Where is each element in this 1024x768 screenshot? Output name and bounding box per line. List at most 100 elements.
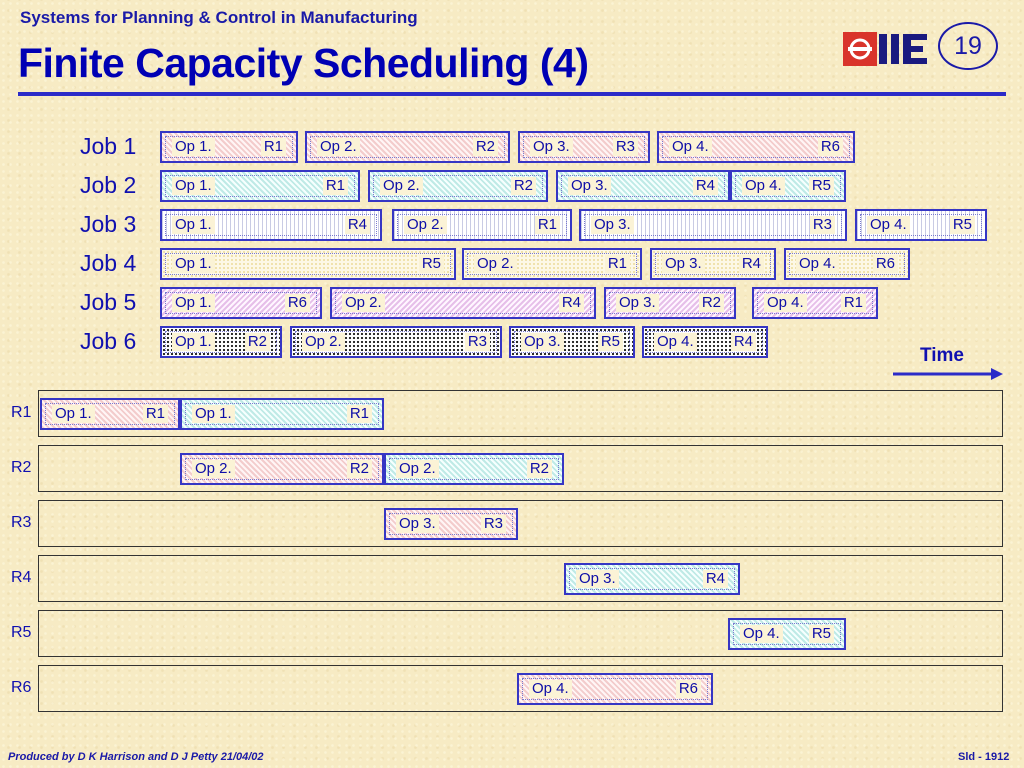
footer-slide-id: Sld - 1912 (958, 751, 1010, 763)
op-label: Op 3. (662, 255, 705, 273)
op-inner-frame (165, 253, 451, 275)
op-inner-frame (522, 678, 708, 700)
op-resource-label: R1 (322, 177, 348, 195)
op-label: Op 1. (52, 405, 95, 423)
op-inner-frame (165, 214, 377, 236)
op-label: Op 2. (396, 460, 439, 478)
job-op-box: Op 3. R2 (604, 287, 736, 319)
job-op-box: Op 1. R6 (160, 287, 322, 319)
op-resource-label: R1 (260, 138, 286, 156)
op-label: Op 1. (172, 138, 215, 156)
op-label: Op 3. (591, 216, 634, 234)
op-inner-frame (647, 331, 763, 353)
op-resource-label: R1 (346, 405, 372, 423)
op-label: Op 1. (172, 333, 215, 351)
op-label: Op 4. (669, 138, 712, 156)
op-resource-label: R3 (612, 138, 638, 156)
op-inner-frame (757, 292, 873, 314)
op-label: Op 4. (796, 255, 839, 273)
op-resource-label: R4 (692, 177, 718, 195)
op-inner-frame (295, 331, 497, 353)
job-op-box: Op 2. R3 (290, 326, 502, 358)
op-inner-frame (185, 458, 379, 480)
op-label: Op 2. (342, 294, 385, 312)
op-resource-label: R3 (464, 333, 490, 351)
job-op-box: Op 4. R6 (784, 248, 910, 280)
resource-op-bar: Op 2. R2 (384, 453, 564, 485)
job-op-box: Op 4. R1 (752, 287, 878, 319)
job-op-box: Op 1. R5 (160, 248, 456, 280)
job-op-box: Op 4. R5 (855, 209, 987, 241)
resource-timeline (38, 610, 1003, 657)
time-label: Time (920, 345, 965, 366)
op-label: Op 2. (192, 460, 235, 478)
op-resource-label: R1 (142, 405, 168, 423)
op-resource-label: R4 (558, 294, 584, 312)
op-resource-label: R5 (597, 333, 623, 351)
op-resource-label: R6 (675, 680, 701, 698)
op-inner-frame (310, 136, 505, 158)
op-inner-frame (165, 136, 293, 158)
op-resource-label: R4 (344, 216, 370, 234)
iie-logo-icon (843, 32, 927, 66)
title-rule (18, 92, 1006, 96)
resource-timeline (38, 555, 1003, 602)
op-inner-frame (523, 136, 645, 158)
op-inner-frame (655, 253, 771, 275)
op-resource-label: R2 (244, 333, 270, 351)
job-op-box: Op 4. R5 (730, 170, 846, 202)
resource-op-bar: Op 4. R5 (728, 618, 846, 650)
time-arrow-icon (893, 368, 1003, 380)
resource-label: R5 (11, 624, 32, 641)
job-label: Job 3 (80, 211, 137, 237)
op-inner-frame (569, 568, 735, 590)
op-resource-label: R5 (808, 625, 834, 643)
header-subtitle: Systems for Planning & Control in Manufa… (20, 8, 418, 27)
slide-number: 19 (938, 22, 998, 70)
op-inner-frame (860, 214, 982, 236)
op-inner-frame (584, 214, 842, 236)
resource-op-bar: Op 1. R1 (40, 398, 180, 430)
op-inner-frame (165, 175, 355, 197)
op-resource-label: R1 (840, 294, 866, 312)
job-op-box: Op 4. R4 (642, 326, 768, 358)
op-resource-label: R5 (418, 255, 444, 273)
resource-timeline (38, 500, 1003, 547)
op-resource-label: R5 (949, 216, 975, 234)
op-inner-frame (45, 403, 175, 425)
op-resource-label: R3 (809, 216, 835, 234)
resource-op-bar: Op 4. R6 (517, 673, 713, 705)
job-op-box: Op 1. R2 (160, 326, 282, 358)
job-op-box: Op 1. R1 (160, 131, 298, 163)
job-op-box: Op 2. R2 (368, 170, 548, 202)
resource-label: R6 (11, 679, 32, 696)
op-resource-label: R4 (730, 333, 756, 351)
resource-timeline (38, 445, 1003, 492)
job-op-box: Op 2. R4 (330, 287, 596, 319)
op-inner-frame (397, 214, 567, 236)
op-inner-frame (789, 253, 905, 275)
job-label: Job 2 (80, 172, 137, 198)
op-label: Op 3. (396, 515, 439, 533)
op-label: Op 4. (764, 294, 807, 312)
op-inner-frame (561, 175, 725, 197)
op-resource-label: R1 (604, 255, 630, 273)
job-op-box: Op 3. R5 (509, 326, 635, 358)
resource-label: R3 (11, 514, 32, 531)
op-resource-label: R4 (702, 570, 728, 588)
resource-op-bar: Op 3. R4 (564, 563, 740, 595)
job-op-box: Op 1. R4 (160, 209, 382, 241)
op-label: Op 4. (740, 625, 783, 643)
job-op-box: Op 3. R3 (579, 209, 847, 241)
op-label: Op 2. (380, 177, 423, 195)
job-label: Job 5 (80, 289, 137, 315)
slide-title: Finite Capacity Scheduling (4) (18, 40, 589, 86)
job-op-box: Op 1. R1 (160, 170, 360, 202)
job-label: Job 1 (80, 133, 137, 159)
op-label: Op 3. (568, 177, 611, 195)
op-label: Op 2. (302, 333, 345, 351)
op-inner-frame (389, 458, 559, 480)
op-resource-label: R1 (534, 216, 560, 234)
resource-op-bar: Op 1. R1 (180, 398, 384, 430)
op-inner-frame (467, 253, 637, 275)
